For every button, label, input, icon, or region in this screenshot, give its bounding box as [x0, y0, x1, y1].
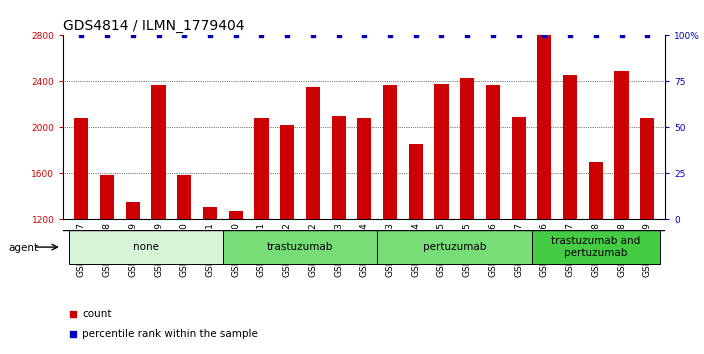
Point: [282, 33, 293, 38]
Bar: [615, 71, 629, 219]
Point: [487, 33, 498, 38]
Text: GDS4814 / ILMN_1779404: GDS4814 / ILMN_1779404: [63, 19, 245, 33]
Bar: [357, 118, 372, 219]
Bar: [563, 74, 577, 219]
Point: [358, 33, 370, 38]
Bar: [512, 117, 526, 219]
Point: [256, 33, 267, 38]
Bar: [640, 118, 654, 219]
Point: [539, 33, 550, 38]
Bar: [409, 143, 423, 219]
Bar: [589, 162, 603, 219]
Text: count: count: [82, 309, 111, 319]
Text: none: none: [132, 242, 158, 252]
Bar: [229, 211, 243, 219]
Bar: [383, 85, 397, 219]
Bar: [434, 84, 448, 219]
Bar: [223, 230, 377, 264]
Bar: [306, 87, 320, 219]
Bar: [100, 175, 114, 219]
Text: trastuzumab: trastuzumab: [267, 242, 333, 252]
Point: [127, 33, 139, 38]
Point: [565, 33, 576, 38]
Point: [590, 33, 601, 38]
Point: [101, 33, 113, 38]
Point: [641, 33, 653, 38]
Point: [333, 33, 344, 38]
Bar: [75, 118, 89, 219]
Point: [410, 33, 422, 38]
Point: [513, 33, 524, 38]
Point: [384, 33, 396, 38]
Point: [230, 33, 241, 38]
Bar: [537, 35, 551, 219]
Text: agent: agent: [8, 243, 39, 253]
Bar: [68, 230, 223, 264]
Bar: [486, 85, 500, 219]
Point: [179, 33, 190, 38]
Bar: [332, 116, 346, 219]
Text: pertuzumab: pertuzumab: [422, 242, 486, 252]
Point: [462, 33, 473, 38]
Bar: [460, 78, 474, 219]
Point: [67, 311, 78, 316]
Bar: [254, 118, 268, 219]
Text: percentile rank within the sample: percentile rank within the sample: [82, 329, 258, 339]
Bar: [280, 125, 294, 219]
Text: trastuzumab and
pertuzumab: trastuzumab and pertuzumab: [551, 236, 641, 258]
Bar: [203, 207, 217, 219]
Bar: [151, 85, 165, 219]
Point: [436, 33, 447, 38]
Bar: [532, 230, 660, 264]
Point: [204, 33, 215, 38]
Bar: [126, 202, 140, 219]
Point: [67, 331, 78, 337]
Point: [153, 33, 164, 38]
Bar: [377, 230, 532, 264]
Bar: [177, 175, 191, 219]
Point: [307, 33, 318, 38]
Point: [76, 33, 87, 38]
Point: [616, 33, 627, 38]
